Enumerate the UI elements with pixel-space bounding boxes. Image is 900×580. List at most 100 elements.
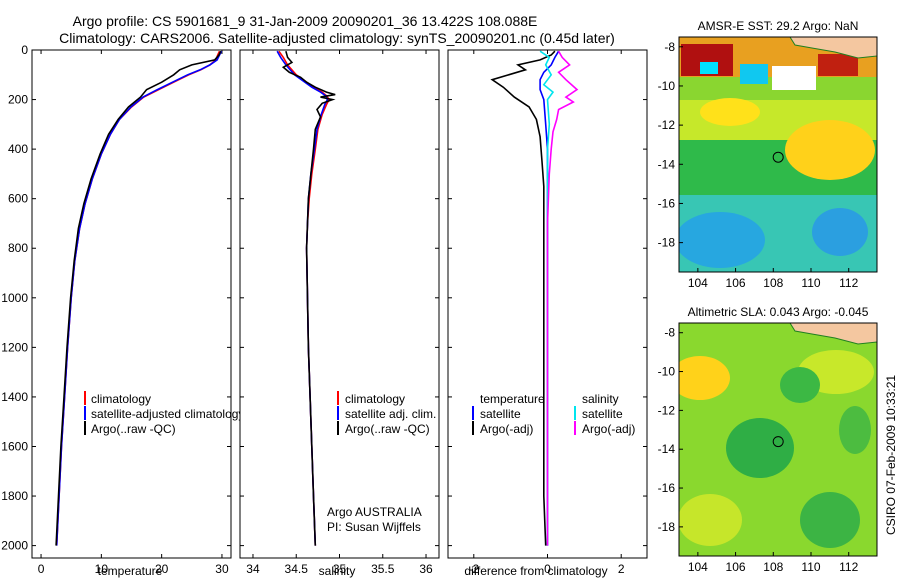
difference-legend: temperature satellite Argo(-adj) salinit… — [472, 392, 635, 436]
legend-argo-label: Argo(..raw -QC) — [345, 422, 430, 436]
temperature-axes — [31, 49, 232, 559]
x-tick-label: 36 — [419, 562, 433, 576]
y-tick-label: 0 — [21, 43, 28, 57]
x-tick-label: 34.5 — [285, 562, 309, 576]
sla-map-frame — [678, 322, 878, 557]
series-line-argo-raw-qc — [55, 50, 222, 546]
y-tick-label: 1800 — [1, 489, 28, 503]
argo-program-annotation: Argo AUSTRALIA — [327, 505, 422, 519]
map-x-tick-label: 110 — [801, 276, 820, 290]
sst-map-frame — [678, 36, 878, 273]
legend-sal-satellite-label: satellite — [582, 407, 623, 421]
sla-high-patch — [679, 356, 730, 400]
sla-low-patch — [780, 367, 820, 403]
credit-stamp: CSIRO 07-Feb-2009 10:33:21 — [884, 375, 898, 535]
sla-low-patch — [726, 418, 794, 478]
map-y-tick-label: -8 — [664, 326, 675, 340]
map-y-tick-label: -12 — [658, 118, 676, 132]
x-tick-label: 10 — [95, 562, 109, 576]
figure-title-line1: Argo profile: CS 5901681_9 31-Jan-2009 2… — [73, 13, 538, 29]
legend-sal-argo-label: Argo(-adj) — [582, 422, 635, 436]
sst-warm-patch — [700, 98, 760, 126]
float-position-marker — [772, 436, 784, 448]
temperature-legend: climatology satellite-adjusted climatolo… — [84, 391, 244, 436]
sla-map-title: Altimetric SLA: 0.043 Argo: -0.045 — [688, 305, 869, 319]
map-x-tick-label: 110 — [801, 560, 820, 574]
sla-map-panel: Altimetric SLA: 0.043 Argo: -0.045 104 10… — [658, 305, 878, 574]
legend-temp-argo-label: Argo(-adj) — [480, 422, 533, 436]
salinity-xlabel: salinity — [319, 564, 356, 578]
temperature-xlabel: temperature — [98, 564, 163, 578]
legend-satellite-label: satellite-adjusted climatology — [91, 407, 244, 421]
legend-satellite-label: satellite adj. clim. — [345, 407, 436, 421]
sla-map-field — [679, 323, 877, 556]
x-tick-label: 0 — [38, 562, 45, 576]
legend-climatology-label: climatology — [91, 392, 151, 406]
map-y-tick-label: -16 — [658, 481, 676, 495]
x-tick-label: 34 — [246, 562, 260, 576]
map-x-tick-label: 112 — [839, 560, 858, 574]
map-x-tick-label: 106 — [726, 276, 746, 290]
map-y-tick-label: -12 — [658, 403, 676, 417]
land-java — [789, 323, 877, 345]
sst-cyan-patch — [700, 62, 718, 74]
salinity-axes — [239, 49, 440, 559]
sst-cold-patch — [679, 212, 765, 268]
sst-hot-patch — [818, 54, 858, 76]
legend-salinity-heading: salinity — [582, 392, 619, 406]
salinity-legend: climatology satellite adj. clim. Argo(..… — [337, 391, 436, 436]
sst-missing-data — [772, 66, 816, 90]
land-java — [789, 37, 877, 59]
map-x-tick-label: 112 — [839, 276, 858, 290]
legend-argo-label: Argo(..raw -QC) — [91, 422, 176, 436]
sst-warm-patch — [785, 120, 875, 180]
map-y-tick-label: -14 — [658, 157, 676, 171]
map-y-tick-label: -10 — [658, 365, 676, 379]
map-x-tick-label: 108 — [763, 276, 783, 290]
x-tick-label: 35 — [333, 562, 347, 576]
sla-low-patch — [839, 406, 871, 454]
sla-low-patch — [800, 492, 860, 548]
pi-annotation: PI: Susan Wijffels — [327, 520, 421, 534]
map-x-tick-label: 104 — [688, 560, 708, 574]
sla-high-patch — [679, 494, 742, 546]
series-line-temperature-argo-adj — [490, 50, 556, 546]
map-y-tick-label: -10 — [658, 79, 676, 93]
temperature-panel: 0 10 20 30 0 200 400 600 800 1000 1200 1400 1600 1800… — [1, 43, 244, 578]
map-y-tick-label: -16 — [658, 196, 676, 210]
x-tick-label: 30 — [215, 562, 229, 576]
y-tick-label: 1200 — [1, 340, 28, 354]
difference-panel: -2 0 2 difference from climatology tempera… — [447, 49, 648, 578]
y-tick-label: 1400 — [1, 390, 28, 404]
x-tick-label: 0 — [544, 562, 551, 576]
map-y-tick-label: -14 — [658, 442, 676, 456]
float-position-marker — [772, 151, 784, 163]
legend-temperature-heading: temperature — [480, 392, 545, 406]
map-y-tick-label: -18 — [658, 520, 676, 534]
map-x-tick-label: 104 — [688, 276, 708, 290]
map-y-tick-label: -8 — [664, 40, 675, 54]
sst-map-title: AMSR-E SST: 29.2 Argo: NaN — [698, 19, 859, 33]
sst-cyan-patch — [740, 64, 768, 84]
series-line-argo-raw-qc — [281, 50, 336, 546]
legend-temp-satellite-label: satellite — [480, 407, 521, 421]
y-tick-label: 1000 — [1, 291, 28, 305]
figure-title-line2: Climatology: CARS2006. Satellite-adjuste… — [59, 30, 615, 46]
y-tick-label: 2000 — [1, 539, 28, 553]
y-tick-label: 200 — [8, 93, 28, 107]
y-tick-label: 800 — [8, 241, 28, 255]
x-tick-label: 20 — [155, 562, 169, 576]
x-tick-label: 2 — [618, 562, 625, 576]
x-tick-label: -2 — [468, 562, 479, 576]
x-tick-label: 35.5 — [371, 562, 395, 576]
map-y-tick-label: -18 — [658, 236, 676, 250]
sst-map-field — [679, 37, 877, 272]
map-x-tick-label: 106 — [726, 560, 746, 574]
map-x-tick-label: 108 — [763, 560, 783, 574]
legend-climatology-label: climatology — [345, 392, 405, 406]
difference-xlabel: difference from climatology — [464, 564, 607, 578]
y-tick-label: 1600 — [1, 439, 28, 453]
series-line-salinity-argo-adj — [546, 50, 579, 546]
salinity-panel: 34 34.5 35 35.5 36 salinity climatology sate… — [239, 49, 440, 578]
